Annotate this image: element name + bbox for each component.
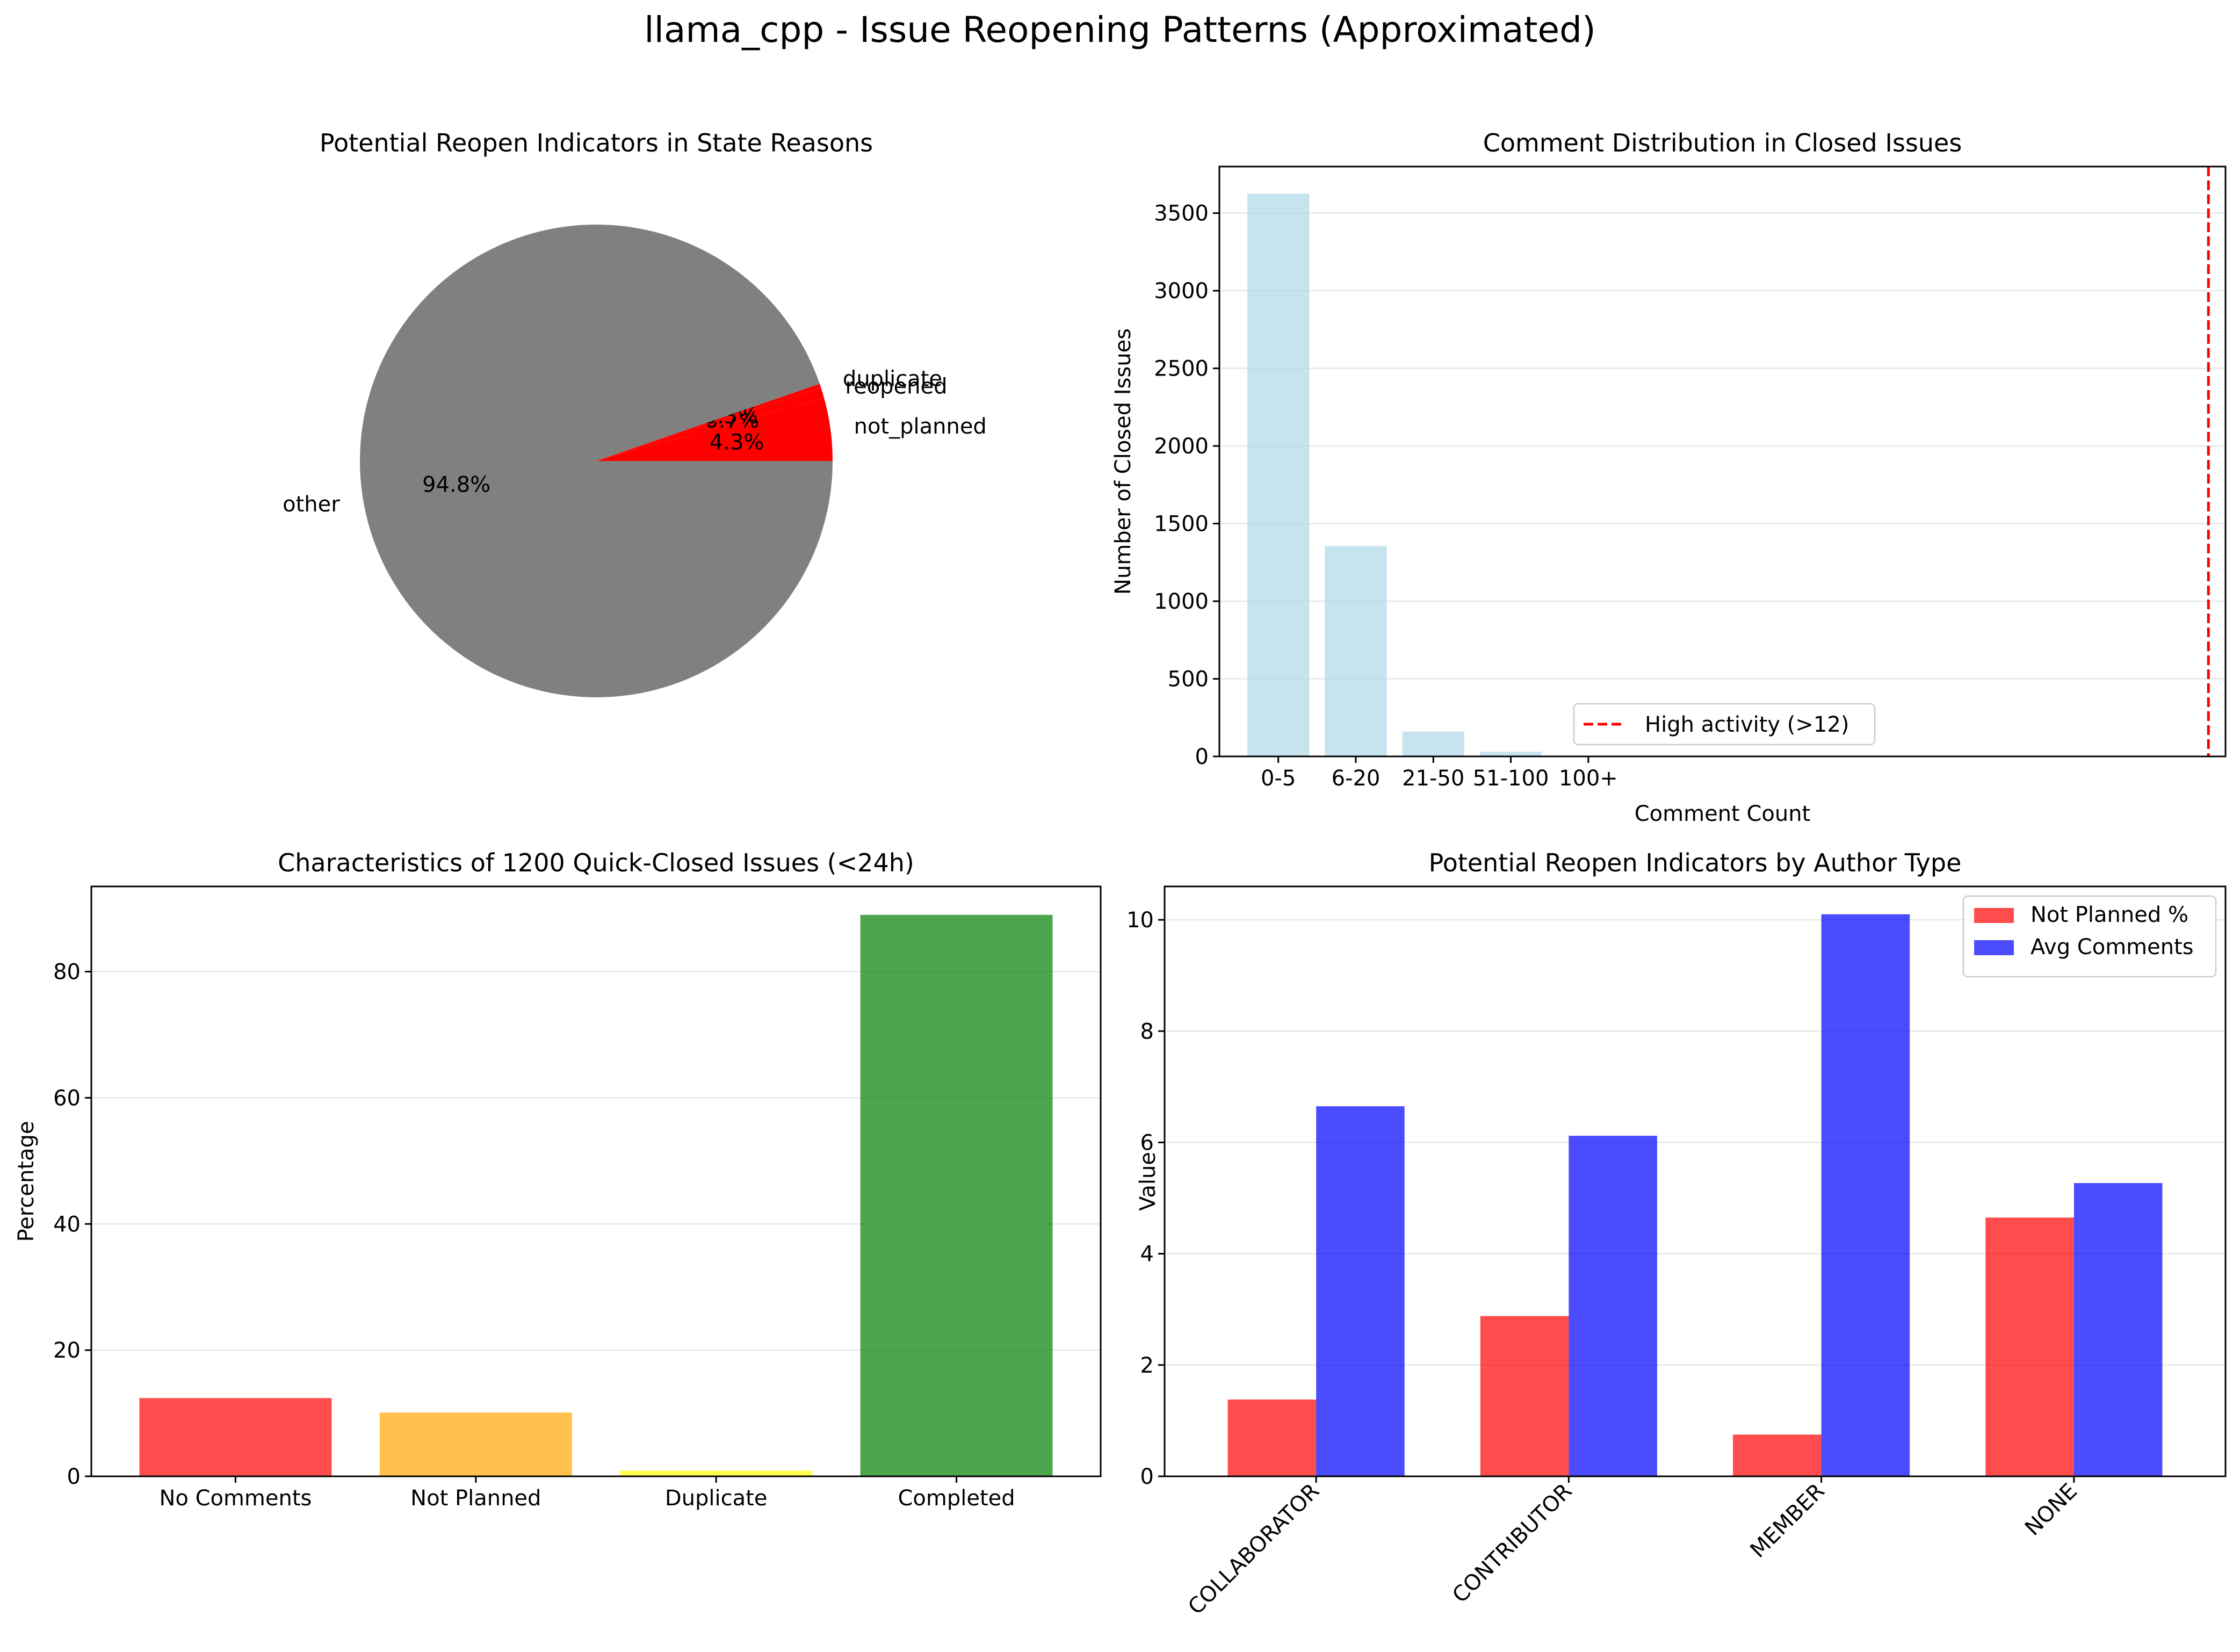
author-type-panel: Potential Reopen Indicators by Author Ty… — [1126, 848, 2227, 1620]
quick-bar — [379, 1412, 572, 1476]
y-axis-label: Percentage — [14, 1121, 39, 1242]
y-tick-label: 80 — [53, 960, 81, 985]
y-tick-label: 60 — [53, 1086, 81, 1110]
pie-label-other: other — [283, 492, 340, 517]
x-tick-label: 100+ — [1559, 766, 1618, 791]
legend-label: Not Planned % — [2031, 903, 2188, 927]
x-tick-label: Duplicate — [665, 1486, 768, 1511]
comment-bar — [1479, 752, 1542, 756]
author-bar-avg-comments — [1569, 1136, 1657, 1476]
y-tick-label: 0 — [1140, 1465, 1154, 1489]
figure-title: llama_cpp - Issue Reopening Patterns (Ap… — [644, 9, 1595, 51]
pie-slice-not_planned — [596, 398, 833, 461]
y-tick-label: 2000 — [1154, 434, 1209, 459]
x-tick-label: MEMBER — [1746, 1479, 1830, 1563]
comment-bar — [1325, 546, 1387, 756]
axes-frame — [1164, 885, 2227, 1477]
pie-pct-not_planned: 4.3% — [710, 430, 764, 455]
pie-slice-other — [360, 224, 833, 697]
legend-label: Avg Comments — [2031, 935, 2194, 960]
pie-pct-other: 94.8% — [422, 473, 490, 497]
author-bar-avg-comments — [1316, 1106, 1405, 1476]
y-tick-label: 3500 — [1154, 201, 1209, 226]
quick-closed-panel: Characteristics of 1200 Quick-Closed Iss… — [14, 848, 1102, 1511]
y-tick-label: 1500 — [1154, 512, 1209, 537]
quick-bar — [620, 1470, 813, 1476]
legend-swatch — [1974, 908, 2014, 923]
pie-slice-duplicate — [596, 384, 821, 461]
y-tick-label: 2 — [1140, 1353, 1154, 1378]
y-tick-label: 500 — [1168, 667, 1209, 692]
pie-label-duplicate: duplicate — [843, 366, 942, 391]
y-tick-label: 0 — [67, 1465, 81, 1489]
y-tick-label: 3000 — [1154, 279, 1209, 304]
legend-box — [1962, 895, 2217, 978]
author-bar-not-planned — [1480, 1316, 1569, 1476]
quick-bar — [860, 914, 1053, 1476]
y-tick-label: 0 — [1195, 745, 1209, 769]
x-tick-label: Not Planned — [410, 1486, 541, 1511]
comment-distribution-panel: Comment Distribution in Closed Issues 0 50… — [1111, 128, 2227, 826]
pie-title: Potential Reopen Indicators in State Rea… — [320, 128, 873, 157]
x-tick-label: NONE — [2020, 1479, 2082, 1541]
author-bar-not-planned — [1733, 1434, 1822, 1476]
pie-label-reopened: reopened — [846, 374, 948, 399]
quick-chart-title: Characteristics of 1200 Quick-Closed Iss… — [278, 848, 914, 877]
x-tick-label: 51-100 — [1473, 766, 1549, 791]
y-tick-label: 20 — [53, 1338, 81, 1363]
axes-frame — [1218, 165, 2227, 758]
axes-frame — [90, 885, 1102, 1477]
comment-bar — [1402, 731, 1464, 756]
legend-box — [1573, 703, 1876, 746]
quick-bar — [139, 1398, 332, 1476]
author-bar-avg-comments — [1821, 914, 1910, 1476]
author-bar-not-planned — [1985, 1217, 2074, 1476]
y-tick-label: 40 — [53, 1212, 81, 1237]
y-tick-label: 1000 — [1154, 589, 1209, 614]
y-tick-label: 6 — [1140, 1130, 1154, 1155]
x-tick-label: 0-5 — [1261, 766, 1296, 791]
y-axis-label: Number of Closed Issues — [1111, 328, 1136, 595]
y-tick-label: 8 — [1140, 1019, 1154, 1044]
y-tick-label: 10 — [1126, 908, 1154, 933]
legend-swatch — [1974, 940, 2014, 955]
y-axis-label: Value — [1136, 1152, 1160, 1211]
y-tick-label: 4 — [1140, 1242, 1154, 1267]
x-tick-label: 21-50 — [1402, 766, 1464, 791]
pie-label-not_planned: not_planned — [854, 414, 987, 439]
legend-label: High activity (>12) — [1645, 712, 1849, 737]
comment-chart-title: Comment Distribution in Closed Issues — [1483, 128, 1962, 157]
author-chart-title: Potential Reopen Indicators by Author Ty… — [1429, 848, 1962, 877]
pie-panel: Potential Reopen Indicators in State Rea… — [283, 128, 987, 697]
x-tick-label: CONTRIBUTOR — [1448, 1479, 1577, 1608]
comment-bar — [1247, 193, 1310, 756]
author-bar-not-planned — [1227, 1399, 1317, 1476]
x-tick-label: COLLABORATOR — [1183, 1479, 1324, 1620]
pie-slice-reopened — [596, 388, 825, 461]
x-axis-label: Comment Count — [1635, 802, 1810, 826]
x-tick-label: 6-20 — [1332, 766, 1381, 791]
y-tick-label: 2500 — [1154, 357, 1209, 381]
x-tick-label: No Comments — [159, 1486, 312, 1511]
author-bar-avg-comments — [2073, 1183, 2163, 1476]
x-tick-label: Completed — [898, 1486, 1015, 1511]
